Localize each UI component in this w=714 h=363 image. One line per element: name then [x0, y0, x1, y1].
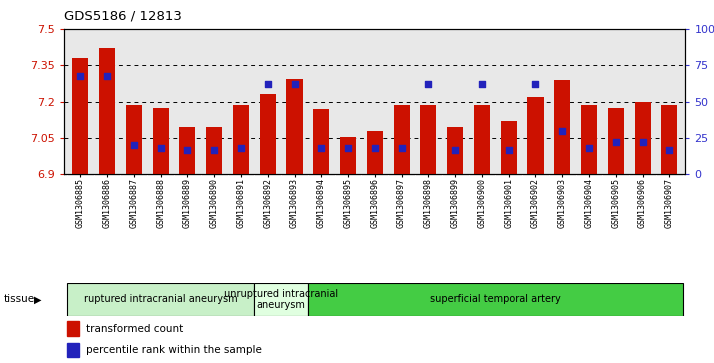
Bar	[661, 105, 678, 174]
Text: GSM1306898: GSM1306898	[424, 178, 433, 228]
Point	[663, 147, 675, 152]
Bar	[67, 343, 79, 357]
Point	[181, 147, 193, 152]
Text: GSM1306899: GSM1306899	[451, 178, 460, 228]
Text: GSM1306892: GSM1306892	[263, 178, 272, 228]
Text: GSM1306890: GSM1306890	[210, 178, 218, 228]
Bar	[528, 97, 543, 174]
Text: GSM1306905: GSM1306905	[611, 178, 620, 228]
Bar	[153, 108, 169, 174]
Point	[101, 73, 113, 78]
Bar	[447, 127, 463, 174]
Bar	[635, 102, 650, 174]
Bar	[308, 283, 683, 316]
Bar	[67, 283, 254, 316]
Bar	[67, 322, 79, 336]
Text: GSM1306896: GSM1306896	[371, 178, 379, 228]
Point	[583, 145, 595, 151]
Bar	[581, 105, 597, 174]
Point	[423, 81, 434, 87]
Point	[610, 139, 621, 145]
Point	[396, 145, 407, 151]
Bar	[233, 105, 249, 174]
Point	[476, 81, 488, 87]
Text: superficial temporal artery: superficial temporal artery	[430, 294, 560, 305]
Text: ruptured intracranial aneurysm: ruptured intracranial aneurysm	[84, 294, 238, 305]
Point	[637, 139, 648, 145]
Point	[369, 145, 381, 151]
Text: GSM1306903: GSM1306903	[558, 178, 567, 228]
Point	[262, 81, 273, 87]
Bar	[313, 109, 329, 174]
Text: GSM1306904: GSM1306904	[585, 178, 593, 228]
Text: GSM1306888: GSM1306888	[156, 178, 165, 228]
Bar	[254, 283, 308, 316]
Text: GSM1306901: GSM1306901	[504, 178, 513, 228]
Text: GSM1306886: GSM1306886	[103, 178, 111, 228]
Bar	[367, 131, 383, 174]
Text: GDS5186 / 12813: GDS5186 / 12813	[64, 9, 182, 22]
Text: GSM1306894: GSM1306894	[317, 178, 326, 228]
Text: ▶: ▶	[34, 294, 42, 305]
Text: GSM1306900: GSM1306900	[478, 178, 486, 228]
Text: GSM1306907: GSM1306907	[665, 178, 674, 228]
Point	[503, 147, 514, 152]
Bar	[393, 105, 410, 174]
Text: GSM1306902: GSM1306902	[531, 178, 540, 228]
Text: GSM1306887: GSM1306887	[129, 178, 139, 228]
Point	[556, 128, 568, 134]
Text: GSM1306889: GSM1306889	[183, 178, 192, 228]
Point	[155, 145, 166, 151]
Bar	[421, 105, 436, 174]
Point	[342, 145, 353, 151]
Bar	[260, 94, 276, 174]
Point	[208, 147, 220, 152]
Bar	[126, 105, 142, 174]
Text: transformed count: transformed count	[86, 323, 183, 334]
Bar	[99, 48, 115, 174]
Bar	[608, 108, 624, 174]
Text: GSM1306891: GSM1306891	[236, 178, 246, 228]
Point	[128, 142, 139, 148]
Point	[316, 145, 327, 151]
Point	[74, 73, 86, 78]
Text: GSM1306893: GSM1306893	[290, 178, 299, 228]
Bar	[474, 105, 490, 174]
Point	[530, 81, 541, 87]
Point	[449, 147, 461, 152]
Point	[235, 145, 247, 151]
Point	[288, 81, 300, 87]
Bar	[179, 127, 196, 174]
Bar	[286, 79, 303, 174]
Bar	[501, 121, 517, 174]
Text: percentile rank within the sample: percentile rank within the sample	[86, 345, 262, 355]
Text: GSM1306897: GSM1306897	[397, 178, 406, 228]
Bar	[554, 80, 570, 174]
Text: tissue: tissue	[4, 294, 35, 305]
Text: GSM1306895: GSM1306895	[343, 178, 353, 228]
Text: unruptured intracranial
aneurysm: unruptured intracranial aneurysm	[224, 289, 338, 310]
Text: GSM1306885: GSM1306885	[76, 178, 85, 228]
Text: GSM1306906: GSM1306906	[638, 178, 647, 228]
Bar	[340, 137, 356, 174]
Bar	[206, 127, 222, 174]
Bar	[72, 58, 89, 174]
